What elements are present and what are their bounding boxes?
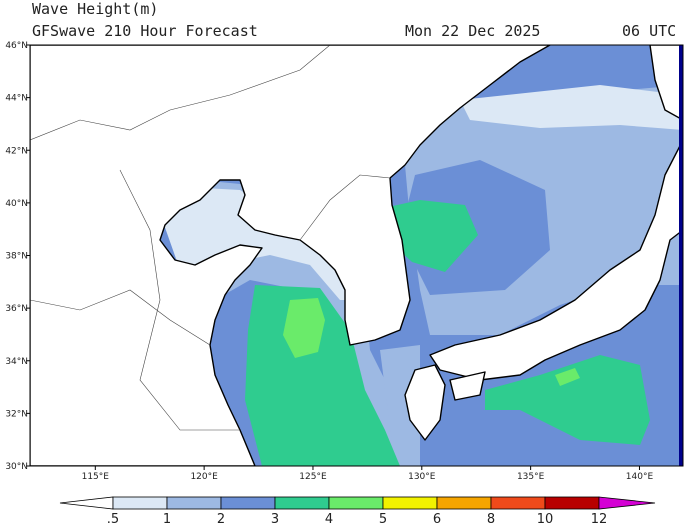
lon-tick-label: 125°E (299, 472, 327, 482)
wave-band (485, 355, 650, 445)
colorbar-segment (436, 496, 492, 510)
province-border (119, 169, 240, 431)
lat-tick-label: 46°N (5, 41, 28, 51)
lon-tick-label: 140°E (626, 472, 654, 482)
colorbar-under (59, 496, 114, 510)
colorbar-segment (274, 496, 330, 510)
wave-band (555, 368, 580, 386)
lat-tick-label: 30°N (5, 462, 28, 472)
province-border (30, 289, 211, 346)
japan-kyushu (404, 364, 446, 441)
colorbar-segment (112, 496, 168, 510)
colorbar-label: 4 (325, 512, 333, 525)
lon-tick-label: 120°E (190, 472, 218, 482)
colorbar-label: 12 (591, 512, 608, 525)
lon-tick-label: 135°E (517, 472, 545, 482)
lon-tick-label: 130°E (408, 472, 436, 482)
colorbar-segment (328, 496, 384, 510)
colorbar-label: 10 (537, 512, 554, 525)
wave-band (460, 85, 683, 130)
lat-tick-label: 44°N (5, 94, 28, 104)
province-border (30, 45, 331, 141)
wave-band (380, 345, 420, 466)
wave-band (283, 298, 325, 358)
wave-band (245, 285, 400, 466)
japan-shikoku (449, 371, 486, 401)
wave-band (375, 200, 478, 272)
colorbar-segment (166, 496, 222, 510)
japan-hokkaido (649, 45, 683, 121)
colorbar-segment (544, 496, 600, 510)
colorbar-label: 1 (163, 512, 171, 525)
province-border (299, 174, 391, 241)
colorbar-over (598, 496, 656, 510)
valid-time: 06 UTC (622, 22, 676, 40)
colorbar-segment (382, 496, 438, 510)
colorbar-segment (220, 496, 276, 510)
colorbar-label: 5 (379, 512, 387, 525)
map-title: Wave Height(m) (32, 0, 158, 18)
lat-tick-label: 36°N (5, 304, 28, 314)
lat-tick-label: 42°N (5, 146, 28, 156)
mainland (30, 45, 551, 466)
wave-band (150, 185, 355, 300)
lat-tick-label: 34°N (5, 357, 28, 367)
colorbar-label: 3 (271, 512, 279, 525)
japan-honshu (429, 139, 683, 381)
lon-tick-label: 115°E (82, 472, 110, 482)
colorbar-segment (490, 496, 546, 510)
lat-tick-label: 38°N (5, 252, 28, 262)
colorbar-label: 6 (433, 512, 441, 525)
map-field (30, 45, 683, 466)
lat-tick-label: 32°N (5, 409, 28, 419)
colorbar-label: 8 (487, 512, 495, 525)
colorbar-label: .5 (107, 512, 119, 525)
valid-date: Mon 22 Dec 2025 (405, 22, 540, 40)
map-subtitle: GFSwave 210 Hour Forecast (32, 22, 258, 40)
lat-tick-label: 40°N (5, 199, 28, 209)
edge-strip (679, 45, 683, 466)
colorbar-label: 2 (217, 512, 225, 525)
